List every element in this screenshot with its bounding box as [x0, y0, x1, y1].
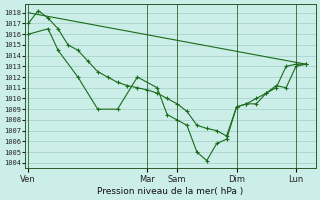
X-axis label: Pression niveau de la mer( hPa ): Pression niveau de la mer( hPa ) [98, 187, 244, 196]
